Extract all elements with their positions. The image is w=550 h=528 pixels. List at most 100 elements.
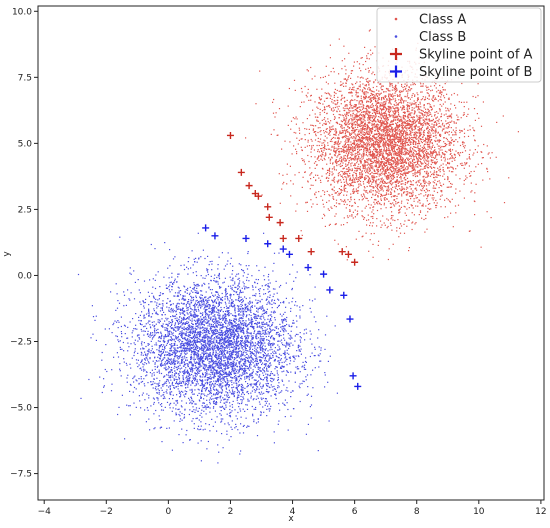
data-point xyxy=(444,199,446,201)
data-point xyxy=(428,110,430,112)
data-point xyxy=(397,104,399,106)
data-point xyxy=(442,166,444,169)
data-point xyxy=(371,145,373,147)
data-point xyxy=(431,156,433,158)
data-point xyxy=(440,147,442,149)
data-point xyxy=(408,158,410,160)
data-point xyxy=(351,70,354,72)
data-point xyxy=(396,89,398,91)
data-point xyxy=(409,147,411,149)
data-point xyxy=(348,170,350,173)
data-point xyxy=(392,157,394,159)
data-point xyxy=(378,121,380,123)
data-point xyxy=(353,140,355,142)
data-point xyxy=(435,98,437,100)
data-point xyxy=(397,125,399,127)
data-point xyxy=(473,152,475,154)
data-point xyxy=(360,125,362,127)
data-point xyxy=(430,163,432,166)
data-point xyxy=(382,129,384,131)
data-point xyxy=(383,97,385,99)
data-point xyxy=(449,141,451,143)
data-point xyxy=(323,130,325,132)
data-point xyxy=(412,192,414,194)
data-point xyxy=(347,126,349,128)
data-point xyxy=(420,85,422,87)
data-point xyxy=(402,151,404,154)
data-point xyxy=(333,151,336,153)
data-point xyxy=(427,148,429,150)
data-point xyxy=(440,195,442,197)
data-point xyxy=(351,169,353,171)
data-point xyxy=(383,91,385,93)
data-point xyxy=(422,83,424,85)
data-point xyxy=(376,141,378,143)
data-point xyxy=(358,106,360,108)
data-point xyxy=(410,151,412,153)
data-point xyxy=(396,189,399,191)
data-point xyxy=(387,134,389,136)
data-point xyxy=(390,180,392,182)
data-point xyxy=(449,114,451,116)
data-point xyxy=(412,93,414,95)
data-point xyxy=(400,178,402,180)
data-point xyxy=(417,162,419,164)
data-point xyxy=(401,134,403,136)
data-point xyxy=(382,167,384,169)
data-point xyxy=(362,155,364,157)
data-point xyxy=(387,140,389,142)
data-point xyxy=(401,187,403,189)
data-point xyxy=(404,152,406,154)
data-point xyxy=(310,95,312,97)
data-point xyxy=(343,151,346,153)
data-point xyxy=(474,214,476,216)
data-point xyxy=(417,158,419,160)
data-point xyxy=(380,136,382,138)
data-point xyxy=(360,120,362,122)
data-point xyxy=(380,139,382,142)
data-point xyxy=(434,121,436,123)
data-point xyxy=(463,147,466,149)
data-point xyxy=(423,167,425,169)
data-point xyxy=(368,142,370,144)
data-point xyxy=(340,160,342,162)
data-point xyxy=(349,209,351,211)
data-point xyxy=(293,145,295,147)
data-point xyxy=(331,179,333,181)
data-point xyxy=(391,99,393,101)
data-point xyxy=(302,176,304,178)
data-point xyxy=(351,184,353,187)
data-point xyxy=(362,198,364,200)
data-point xyxy=(449,121,451,123)
data-point xyxy=(362,136,364,138)
data-point xyxy=(405,179,407,181)
data-point xyxy=(315,125,317,127)
data-point xyxy=(436,161,438,163)
data-point xyxy=(404,143,406,145)
data-point xyxy=(343,159,345,161)
data-point xyxy=(387,122,389,124)
data-point xyxy=(388,177,390,179)
data-point xyxy=(346,112,348,114)
data-point xyxy=(431,119,433,122)
data-point xyxy=(407,109,409,111)
data-point xyxy=(372,176,374,178)
data-point xyxy=(324,146,326,148)
data-point xyxy=(368,58,370,60)
data-point xyxy=(399,119,401,121)
data-point xyxy=(427,132,429,134)
data-point xyxy=(362,137,364,139)
data-point xyxy=(374,165,376,168)
data-point xyxy=(355,104,357,106)
data-point xyxy=(434,98,436,100)
data-point xyxy=(389,107,391,109)
data-point xyxy=(451,131,453,133)
data-point xyxy=(394,95,396,97)
data-point xyxy=(366,100,368,102)
data-point xyxy=(379,128,381,131)
data-point xyxy=(412,139,414,141)
data-point xyxy=(337,155,339,157)
data-point xyxy=(399,139,401,141)
data-point xyxy=(350,165,352,167)
data-point xyxy=(373,179,375,181)
